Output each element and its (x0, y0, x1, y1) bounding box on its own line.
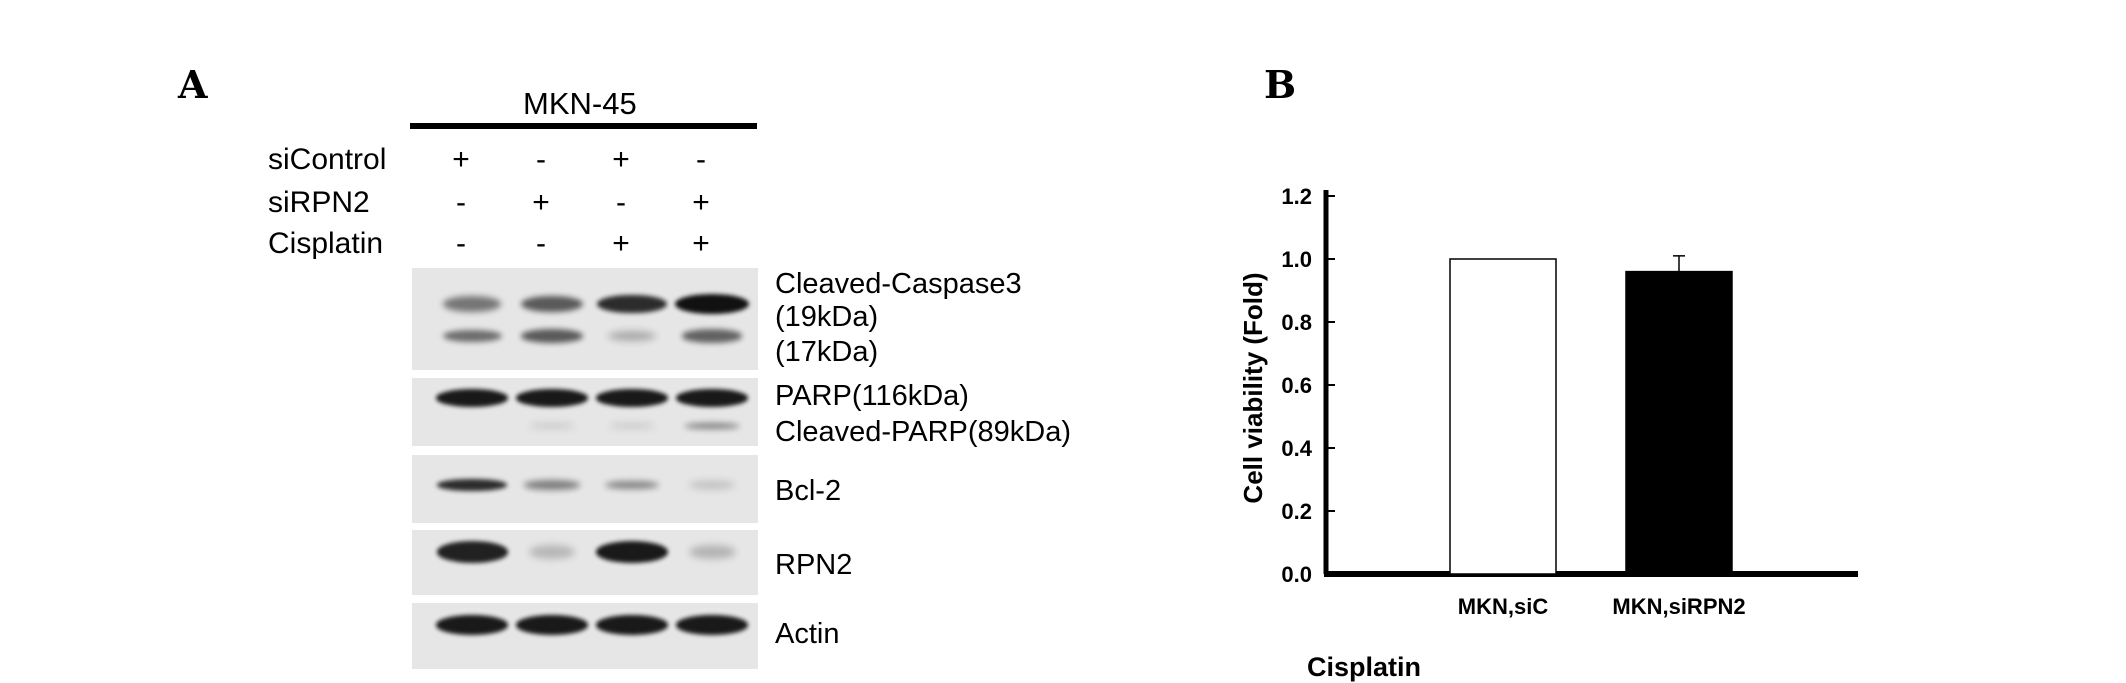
y-tick-label: 1.2 (1281, 184, 1312, 209)
label-cleaved-parp: Cleaved-PARP(89kDa) (775, 416, 1072, 448)
panel-b-letter: B (1264, 62, 1297, 107)
sign-sirpn2-lane2: + (532, 186, 550, 219)
band-rpn2 (688, 544, 736, 560)
bar-2 (1625, 270, 1733, 575)
band-caspase-17kda (607, 330, 657, 342)
panel-a-letter: A (178, 62, 208, 107)
sign-cisplatin-lane3: + (612, 227, 630, 260)
sign-sirpn2-lane1: - (456, 186, 466, 219)
sign-sicontrol-lane1: + (452, 143, 470, 176)
band-actin (595, 615, 669, 635)
x-axis-label: Cisplatin (1307, 652, 1421, 682)
sign-sirpn2-lane4: + (692, 186, 710, 219)
sign-sicontrol-lane2: - (536, 143, 546, 176)
band-cleaved-parp (609, 423, 655, 429)
condition-label-cisplatin: Cisplatin (268, 227, 384, 260)
cell-line-label: MKN-45 (523, 86, 637, 121)
y-axis-label: Cell viability (Fold) (1238, 272, 1268, 503)
band-parp (595, 389, 669, 407)
band-parp (675, 389, 749, 407)
sign-sicontrol-lane3: + (612, 143, 630, 176)
band-caspase-17kda (521, 329, 583, 343)
band-rpn2 (528, 545, 576, 559)
band-cleaved-parp (684, 422, 740, 430)
y-tick-label: 1.0 (1281, 247, 1312, 272)
x-tick-label-1: MKN,siC (1458, 594, 1549, 619)
y-tick-label: 0.4 (1281, 436, 1312, 461)
y-tick-label: 0.0 (1281, 562, 1312, 587)
sign-cisplatin-lane1: - (456, 227, 466, 260)
band-rpn2 (595, 541, 669, 563)
label-caspase-17kda: (17kDa) (775, 336, 879, 368)
band-bcl2 (524, 480, 580, 490)
band-rpn2 (436, 541, 508, 563)
label-parp: PARP(116kDa) (775, 380, 969, 412)
band-bcl2 (437, 479, 507, 491)
y-tick-label: 0.2 (1281, 499, 1312, 524)
blot-bcl2 (412, 455, 758, 523)
band-actin (675, 615, 749, 635)
condition-label-sirpn2: siRPN2 (268, 186, 370, 219)
blot-cleaved-caspase3 (412, 268, 758, 370)
band-caspase-17kda (681, 329, 743, 343)
label-rpn2: RPN2 (775, 549, 853, 581)
band-actin (515, 615, 589, 635)
blot-rpn2 (412, 530, 758, 595)
blot-actin (412, 603, 758, 669)
blot-parp (412, 378, 758, 446)
label-actin: Actin (775, 618, 840, 650)
label-bcl2: Bcl-2 (775, 475, 842, 507)
sign-sicontrol-lane4: - (696, 143, 706, 176)
band-parp (435, 389, 509, 407)
band-caspase-19kda (521, 295, 583, 313)
band-cleaved-parp (529, 423, 575, 429)
band-actin (435, 615, 509, 635)
bar-1 (1449, 258, 1557, 575)
label-cleaved-caspase3: Cleaved-Caspase3 (775, 268, 1022, 300)
sign-cisplatin-lane2: - (536, 227, 546, 260)
band-caspase-17kda (442, 329, 502, 343)
condition-label-sicontrol: siControl (268, 143, 387, 176)
x-tick-label-2: MKN,siRPN2 (1612, 594, 1745, 619)
label-caspase-19kda: (19kDa) (775, 301, 879, 333)
band-bcl2 (689, 481, 735, 489)
y-tick-label: 0.8 (1281, 310, 1312, 335)
y-tick-label: 0.6 (1281, 373, 1312, 398)
band-parp (515, 389, 589, 407)
band-caspase-19kda (443, 296, 501, 312)
band-caspase-19kda (675, 294, 749, 314)
sign-sirpn2-lane3: - (616, 186, 626, 219)
sign-cisplatin-lane4: + (692, 227, 710, 260)
band-caspase-19kda (597, 294, 667, 314)
band-bcl2 (604, 480, 660, 490)
cell-line-bar (410, 123, 757, 129)
